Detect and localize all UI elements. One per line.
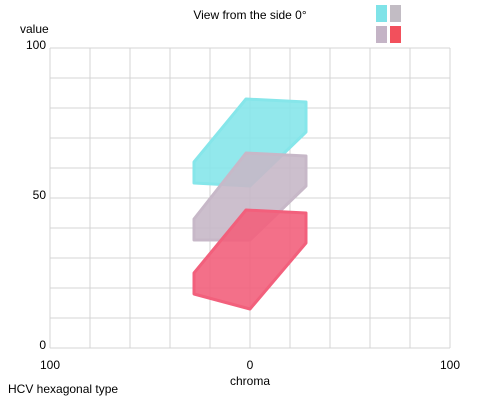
y-axis-label: value xyxy=(20,22,49,36)
y-tick-label: 50 xyxy=(33,188,47,202)
color-cloud xyxy=(192,208,308,311)
thumbnail[interactable] xyxy=(376,5,387,22)
x-tick-label: 100 xyxy=(440,358,460,372)
x-axis-label: chroma xyxy=(230,374,270,388)
x-tick-label: 100 xyxy=(40,358,60,372)
x-tick-label: 0 xyxy=(247,358,254,372)
thumbnail[interactable] xyxy=(390,5,401,22)
thumbnails xyxy=(376,5,401,43)
y-tick-label: 100 xyxy=(26,38,46,52)
thumbnail[interactable] xyxy=(390,26,401,43)
footer: HCV hexagonal type xyxy=(8,382,118,396)
y-tick-label: 0 xyxy=(39,338,46,352)
thumbnail[interactable] xyxy=(376,26,387,43)
chart-title: View from the side 0° xyxy=(193,8,306,22)
